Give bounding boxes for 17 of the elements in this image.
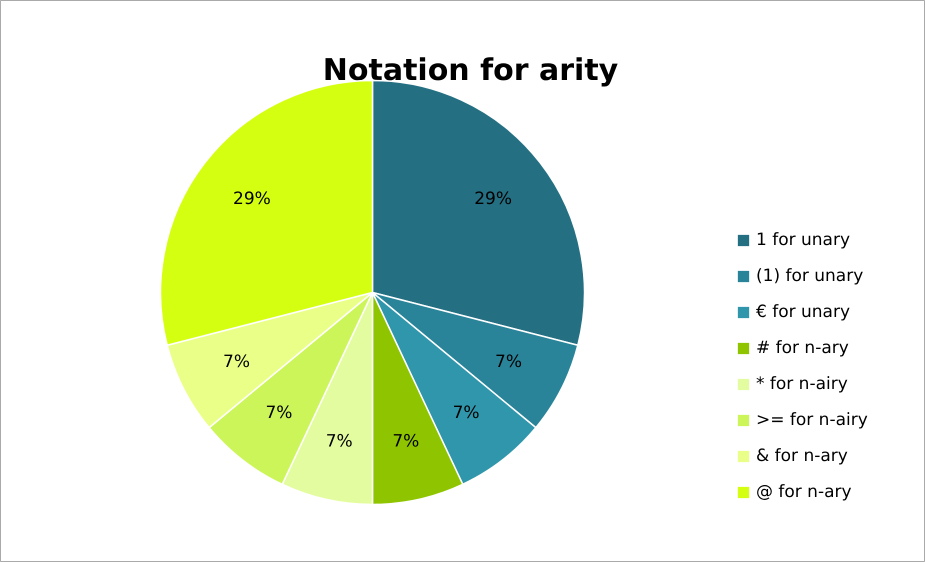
legend-label: # for n-ary (756, 338, 849, 358)
data-label: 7% (452, 403, 480, 424)
legend-label: 1 for unary (756, 230, 850, 250)
data-label: 29% (233, 188, 271, 209)
legend-label: € for unary (756, 302, 850, 322)
data-label: 29% (474, 188, 512, 209)
data-label: 7% (223, 352, 250, 372)
legend-label: (1) for unary (756, 266, 864, 286)
legend-label: * for n-airy (756, 374, 848, 394)
data-label: 7% (495, 352, 522, 372)
data-label: 7% (265, 403, 292, 424)
legend-label: >= for n-airy (756, 410, 868, 430)
chart-title: Notation for arity (322, 53, 619, 88)
legend-label: @ for n-ary (756, 482, 852, 502)
data-label: 7% (326, 431, 353, 452)
data-label: 7% (392, 431, 420, 452)
legend-label: & for n-ary (756, 446, 848, 466)
